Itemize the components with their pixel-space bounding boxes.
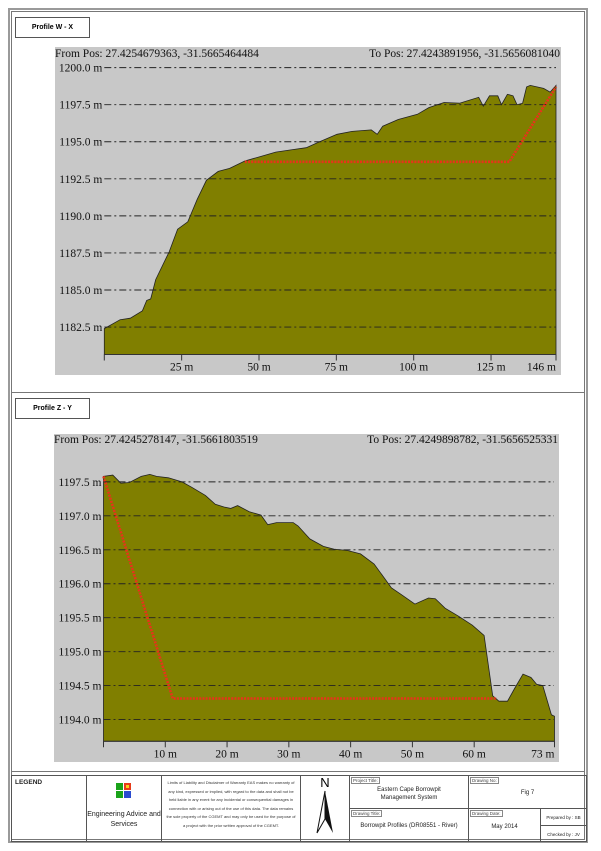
north-label: N (320, 775, 330, 790)
north-arrow-cell: N (300, 775, 350, 842)
profile-label: Profile Z - Y (15, 398, 90, 419)
legend-cell: LEGEND (11, 775, 87, 842)
x-tick-label: 10 m (154, 748, 177, 760)
project-title: Eastern Cape Borrowpit Management System (377, 787, 441, 801)
y-tick-label: 1194.5 m (58, 681, 101, 693)
x-tick-label: 25 m (170, 362, 193, 374)
y-tick-label: 1196.0 m (58, 579, 101, 591)
y-tick-label-bg (58, 210, 103, 223)
project-title-label: Project Title: (351, 777, 380, 784)
y-tick-label: 1195.0 m (58, 647, 101, 659)
drawing-number-cell: Drawing No: Fig 7 (468, 775, 587, 809)
x-tick-label: 40 m (339, 748, 362, 760)
x-tick-label: 30 m (277, 748, 300, 760)
y-tick-label-bg (57, 62, 103, 75)
y-tick-label: 1196.5 m (58, 545, 101, 557)
project-title-cell: Project Title: Eastern Cape Borrowpit Ma… (349, 775, 469, 809)
y-tick-label: 1195.5 m (58, 613, 101, 625)
y-tick-label-bg (57, 510, 102, 523)
y-tick-label: 1187.5 m (59, 248, 102, 260)
y-tick-label-bg (57, 544, 102, 557)
page-inner-frame (11, 11, 585, 840)
y-tick-label: 1194.0 m (58, 715, 101, 727)
y-tick-label-bg (58, 322, 103, 335)
x-tick-label: 20 m (215, 748, 238, 760)
profile-label: Profile W - X (15, 17, 90, 38)
panel-divider (11, 392, 585, 393)
y-tick-label-bg (57, 714, 102, 727)
drawing-date: May 2014 (491, 824, 518, 830)
y-tick-label-bg (58, 247, 103, 260)
checked-by-cell: Checked by : JV (540, 825, 587, 842)
x-tick-label: 125 m (476, 362, 505, 374)
y-tick-label-bg (58, 173, 103, 186)
company-name: Engineering Advice and Services (87, 811, 161, 828)
design-line (244, 86, 558, 164)
drawing-title-cell: Drawing Title: Borrowpit Profiles (DR085… (349, 808, 469, 842)
footer-divider (11, 771, 585, 772)
y-tick-label-bg (58, 99, 103, 112)
y-tick-label-bg (57, 680, 102, 693)
x-tick-label: 146 m (527, 362, 556, 374)
legend-label: LEGEND (15, 779, 43, 786)
y-tick-label: 1197.0 m (58, 511, 101, 523)
y-tick-label-bg (57, 578, 102, 591)
y-tick-label-bg (58, 285, 103, 298)
company-logo-cell: Engineering Advice and Services (86, 775, 162, 842)
from-position: From Pos: 27.4245278147, -31.5661803519 (54, 434, 258, 446)
drawing-date-label: Drawing Date: (470, 810, 503, 817)
prepared-by: Prepared by : SB (546, 815, 581, 820)
x-tick-label: 60 m (463, 748, 486, 760)
page-frame (8, 8, 588, 843)
x-tick-label: 73 m (531, 748, 554, 760)
to-position: To Pos: 27.4249898782, -31.5656525331 (367, 434, 558, 446)
y-tick-label: 1195.0 m (59, 137, 102, 149)
y-tick-label: 1192.5 m (59, 174, 102, 186)
drawing-title-label: Drawing Title: (351, 810, 383, 817)
y-tick-label-bg (57, 476, 102, 489)
terrain-area (103, 84, 557, 355)
company-logo-icon (116, 783, 131, 798)
y-tick-label: 1185.0 m (59, 285, 102, 297)
to-position: To Pos: 27.4243891956, -31.5656081040 (369, 48, 560, 60)
y-tick-label-bg (57, 612, 102, 625)
x-tick-label: 50 m (401, 748, 424, 760)
y-tick-label: 1197.5 m (58, 477, 101, 489)
prepared-by-cell: Prepared by : SB (540, 808, 587, 826)
drawing-number: Fig 7 (520, 790, 535, 796)
drawing-number-label: Drawing No: (470, 777, 499, 784)
y-tick-label: 1190.0 m (59, 211, 102, 223)
drawing-title: Borrowpit Profiles (DR08551 - River) (360, 823, 458, 829)
y-tick-label: 1197.5 m (59, 100, 102, 112)
checked-by: Checked by : JV (547, 832, 580, 837)
y-tick-label: 1182.5 m (59, 322, 102, 334)
north-arrow-icon (316, 790, 333, 834)
x-tick-label: 75 m (325, 362, 348, 374)
terrain-area (103, 473, 555, 742)
design-line (102, 476, 497, 700)
from-position: From Pos: 27.4254679363, -31.5665464484 (55, 48, 259, 60)
x-tick-label: 50 m (247, 362, 270, 374)
drawing-date-cell: Drawing Date: May 2014 (468, 808, 541, 842)
x-tick-label: 100 m (399, 362, 428, 374)
disclaimer: Limits of Liability and Disclaimer of Wa… (161, 775, 301, 842)
y-tick-label-bg (57, 646, 102, 659)
y-tick-label: 1200.0 m (59, 63, 103, 75)
y-tick-label-bg (58, 136, 103, 149)
